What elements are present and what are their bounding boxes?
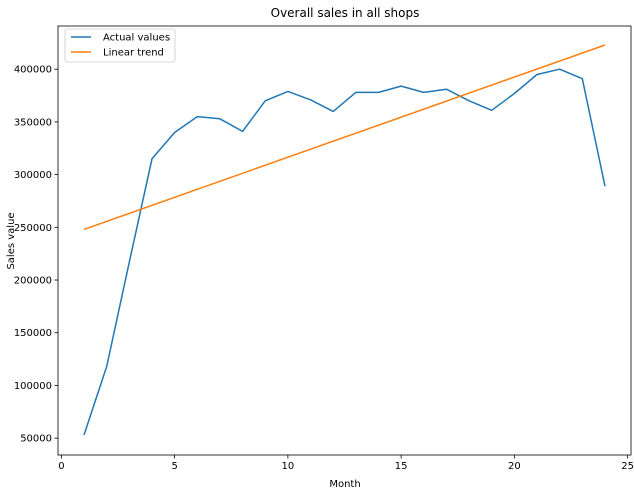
y-tick-label: 200000 (14, 276, 52, 287)
x-tick-label: 0 (58, 461, 64, 472)
y-axis-label: Sales value (6, 212, 17, 269)
legend-label: Actual values (103, 33, 170, 44)
series-line-actual-values (83, 68, 606, 436)
y-tick-label: 50000 (20, 434, 52, 445)
series-line-linear-trend (83, 44, 606, 231)
legend-label: Linear trend (103, 48, 164, 59)
y-tick-label: 100000 (14, 381, 52, 392)
legend: Actual values Linear trend (64, 28, 176, 63)
y-axis: 50000 100000 150000 200000 250000 300000 35000… (14, 65, 58, 445)
y-tick-label: 250000 (14, 223, 52, 234)
legend-box (64, 28, 176, 63)
y-tick-label: 350000 (14, 117, 52, 128)
x-tick-label: 25 (621, 461, 634, 472)
series-layer (83, 44, 606, 436)
plot-area-frame (57, 25, 632, 456)
x-tick-label: 15 (395, 461, 408, 472)
x-axis-label: Month (329, 479, 360, 490)
x-tick-label: 5 (171, 461, 177, 472)
y-tick-label: 150000 (14, 328, 52, 339)
x-axis: 0 5 10 15 20 25 (58, 455, 634, 472)
x-tick-label: 10 (282, 461, 295, 472)
y-tick-label: 400000 (14, 65, 52, 76)
x-tick-label: 20 (508, 461, 521, 472)
chart-title: Overall sales in all shops (271, 6, 420, 20)
y-tick-label: 300000 (14, 170, 52, 181)
